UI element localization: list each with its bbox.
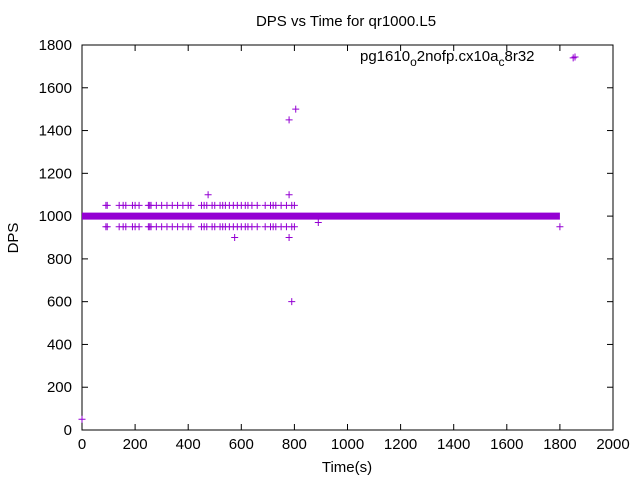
- data-point: [292, 105, 300, 113]
- y-tick-label: 1200: [39, 165, 72, 182]
- data-point: [285, 234, 293, 241]
- legend-marker-plus: [571, 53, 579, 61]
- data-point: [78, 415, 86, 423]
- data-point: [103, 223, 111, 231]
- data-point: [290, 201, 298, 209]
- y-tick-label: 600: [47, 294, 72, 311]
- x-tick-label: 600: [229, 436, 254, 453]
- data-point: [122, 223, 130, 231]
- y-tick-label: 1400: [39, 123, 72, 140]
- y-axis-title: DPS: [5, 223, 22, 254]
- legend: pg1610o2nofp.cx10ac8r32: [360, 48, 579, 69]
- y-tick-label: 800: [47, 251, 72, 268]
- legend-label-part: 8r32: [504, 48, 534, 65]
- x-tick-label: 200: [123, 436, 148, 453]
- y-tick-label: 1000: [39, 208, 72, 225]
- data-point: [187, 201, 195, 209]
- y-tick-label: 0: [64, 422, 72, 439]
- legend-label-part: pg1610: [360, 48, 410, 65]
- data-point: [314, 219, 322, 227]
- data-point: [122, 201, 130, 209]
- legend-label-part: 2nofp.cx10a: [417, 48, 499, 65]
- y-tick-label: 200: [47, 379, 72, 396]
- legend-label-subscript: o: [410, 55, 417, 69]
- x-tick-label: 800: [282, 436, 307, 453]
- data-point: [253, 223, 261, 231]
- data-point: [285, 191, 293, 199]
- x-tick-label: 1400: [437, 436, 470, 453]
- data-point: [135, 223, 143, 231]
- legend-label-subscript: c: [498, 55, 504, 69]
- y-tick-label: 1800: [39, 37, 72, 54]
- x-tick-label: 1800: [543, 436, 576, 453]
- x-tick-label: 1200: [384, 436, 417, 453]
- data-point: [253, 201, 261, 209]
- x-tick-label: 0: [78, 436, 86, 453]
- data-point: [187, 223, 195, 231]
- data-point: [103, 201, 111, 209]
- data-point: [556, 223, 564, 231]
- x-axis: 0 200 400 600 800 1000 1200 1400 1600 1800 2000: [78, 45, 630, 453]
- data-point: [135, 201, 143, 209]
- data-point: [569, 54, 577, 62]
- legend-marker: [571, 53, 579, 61]
- x-tick-label: 2000: [596, 436, 629, 453]
- legend-label: pg1610o2nofp.cx10ac8r32: [360, 48, 535, 69]
- x-axis-title: Time(s): [322, 459, 372, 476]
- y-axis: 0 200 400 600 800 1000 1200 1400 1600 1800: [39, 37, 613, 439]
- y-tick-label: 400: [47, 336, 72, 353]
- chart-title: DPS vs Time for qr1000.L5: [256, 13, 436, 30]
- series-layer: [78, 54, 577, 423]
- data-point: [231, 234, 239, 241]
- y-tick-label: 1600: [39, 80, 72, 97]
- x-tick-label: 1600: [490, 436, 523, 453]
- data-point: [204, 191, 212, 199]
- data-point: [290, 223, 298, 231]
- x-tick-label: 400: [176, 436, 201, 453]
- data-point: [288, 298, 296, 306]
- x-tick-label: 1000: [331, 436, 364, 453]
- data-point: [285, 116, 293, 124]
- data-point-band: [82, 212, 560, 220]
